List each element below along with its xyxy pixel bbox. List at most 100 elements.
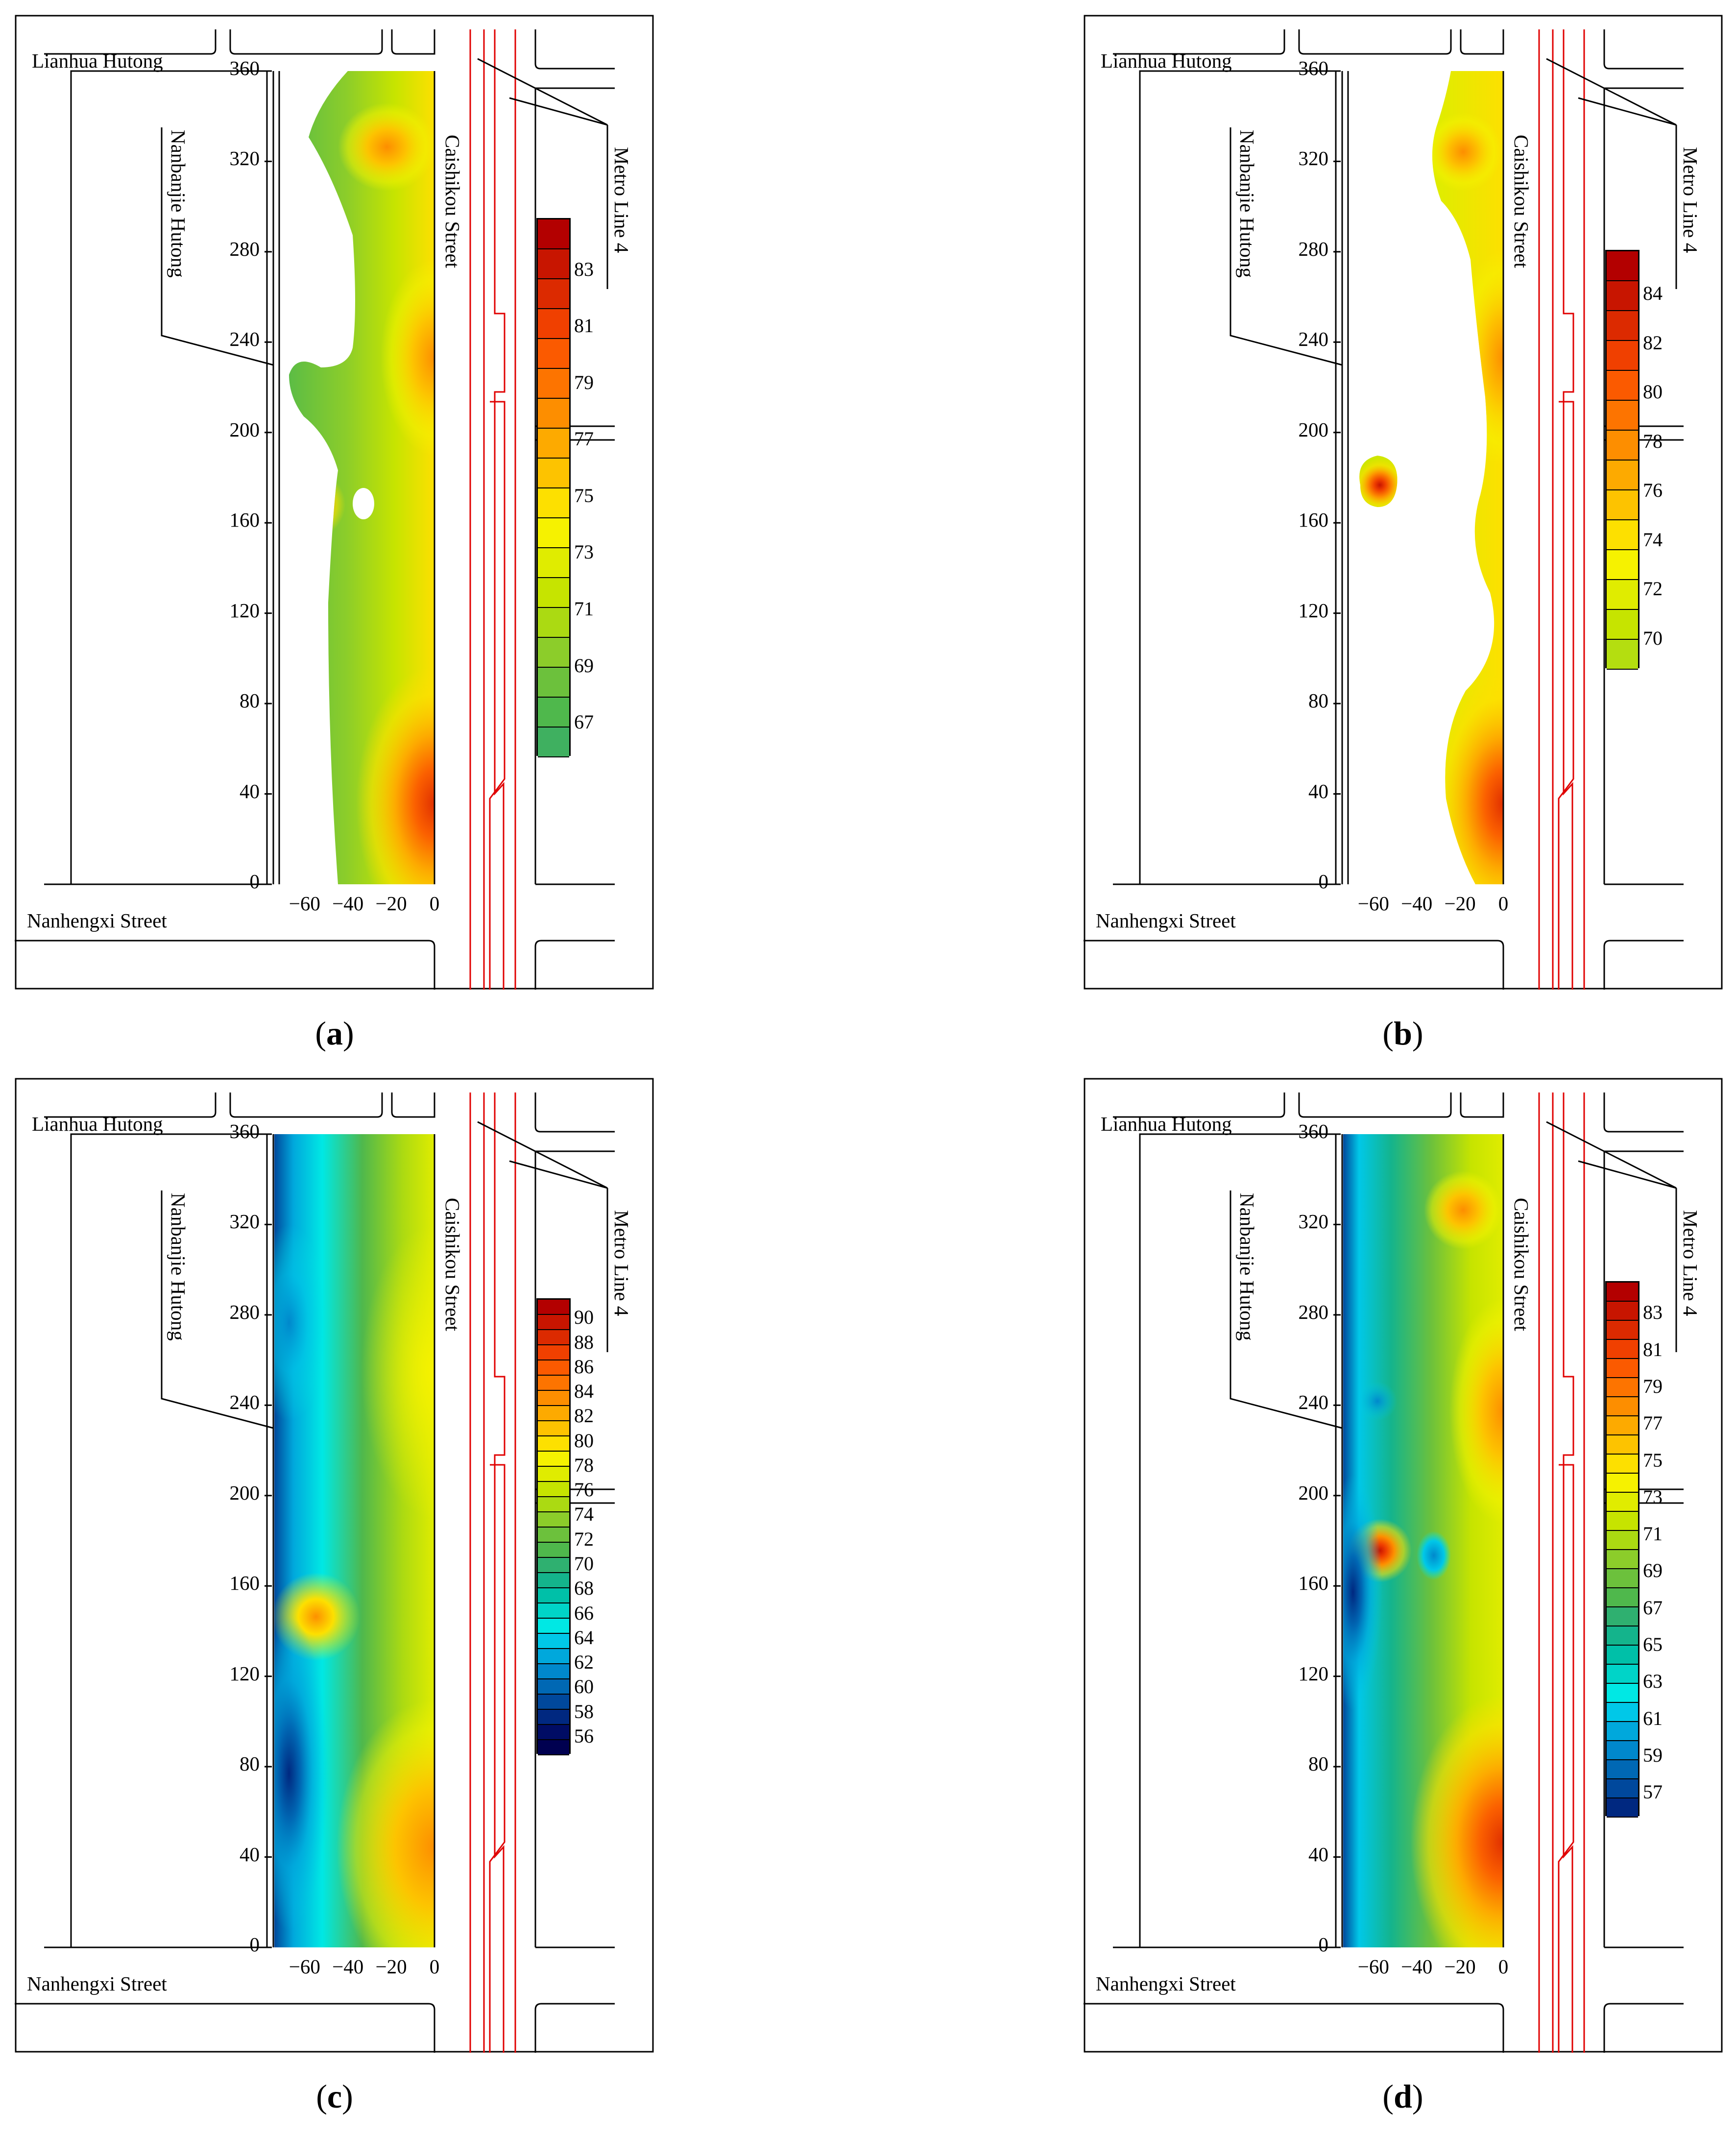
y-tick-label: 280 (1298, 237, 1329, 260)
map-panel-d: Lianhua Hutong Nanhengxi Street Nanbanjie … (1084, 1078, 1723, 2053)
legend-label: 78 (1643, 430, 1663, 452)
legend-label: 80 (1643, 381, 1663, 403)
west-street-label: Nanbanjie Hutong (167, 130, 190, 278)
x-tick-label: −20 (375, 892, 407, 915)
legend-swatch (538, 638, 569, 668)
legend-swatch (1607, 1760, 1638, 1779)
legend-swatch (1607, 1512, 1638, 1531)
y-tick-label: 120 (1298, 1662, 1329, 1685)
panel-frame (15, 1078, 654, 2053)
legend-swatch (538, 608, 569, 638)
map-svg (15, 15, 654, 990)
hot-zone (1410, 1695, 1503, 1947)
legend-swatch (538, 1467, 569, 1482)
y-tick-label: 200 (1298, 418, 1329, 441)
legend-label: 74 (574, 1503, 594, 1526)
legend-swatch (538, 369, 569, 399)
north-street-label: Lianhua Hutong (1101, 49, 1232, 72)
y-tick-label: 40 (240, 779, 260, 802)
legend-label: 74 (1643, 528, 1663, 551)
y-tick-label: 160 (229, 509, 260, 532)
legend-swatch (538, 1619, 569, 1634)
y-tick-label: 0 (249, 1933, 260, 1956)
legend-swatch (538, 309, 569, 339)
legend-swatch (1607, 1455, 1638, 1474)
x-tick-label: 0 (429, 1955, 440, 1978)
x-tick-label: 0 (1498, 892, 1509, 915)
warm-zone (337, 1700, 434, 1947)
legend-swatch (538, 1482, 569, 1497)
legend-label: 79 (574, 371, 594, 393)
x-tick-label: −40 (1401, 892, 1433, 915)
contour-field (1359, 71, 1503, 884)
y-tick-label: 280 (229, 237, 260, 260)
west-street-label: Nanbanjie Hutong (167, 1193, 190, 1341)
legend-swatch (1607, 1397, 1638, 1416)
road-lines (1538, 1092, 1585, 2053)
warm-zone (361, 1225, 434, 1519)
legend-swatch (1607, 1779, 1638, 1798)
legend-swatch (1607, 1321, 1638, 1340)
legend-label: 56 (574, 1724, 594, 1747)
legend-label: 78 (574, 1454, 594, 1476)
legend-label: 81 (1643, 1338, 1663, 1360)
legend-label: 69 (574, 654, 594, 677)
legend-label: 86 (574, 1355, 594, 1378)
legend-swatch (538, 1634, 569, 1649)
west-street-label: Nanbanjie Hutong (1236, 1193, 1258, 1341)
legend-swatch (1607, 1569, 1638, 1588)
legend-swatch (538, 1376, 569, 1391)
map-svg (1084, 15, 1723, 990)
legend-swatch (538, 1603, 569, 1619)
road-lines (1538, 29, 1585, 990)
legend-swatch (538, 1406, 569, 1421)
legend-label: 70 (1643, 627, 1663, 649)
y-tick-label: 360 (229, 57, 260, 79)
legend-swatch (1607, 1588, 1638, 1607)
legend-swatch (1607, 1340, 1638, 1359)
legend-label: 57 (1643, 1781, 1663, 1803)
y-tick-label: 0 (1318, 870, 1329, 893)
legend-swatch (538, 728, 569, 757)
legend-swatch (538, 1391, 569, 1406)
contour-field (1343, 1134, 1503, 1947)
east-street-label: Caishikou Street (441, 135, 464, 268)
legend-label: 84 (1643, 282, 1663, 305)
y-tick-label: 120 (229, 1662, 260, 1685)
legend-colorbar (1605, 250, 1640, 670)
legend-swatch (538, 488, 569, 518)
y-tick-label: 360 (229, 1120, 260, 1142)
legend-swatch (538, 698, 569, 728)
y-tick-label: 360 (1298, 57, 1329, 79)
leader-lines (161, 58, 608, 366)
caption-c: (c) (316, 2078, 353, 2115)
contour-field (274, 1134, 434, 1947)
legend-swatch (538, 518, 569, 548)
legend-label: 73 (574, 541, 594, 563)
legend-swatch (538, 1725, 569, 1740)
x-tick-label: −40 (332, 1955, 364, 1978)
panel-frame (15, 15, 654, 990)
legend-label: 60 (574, 1675, 594, 1698)
metro-label: Metro Line 4 (610, 1210, 633, 1316)
legend-swatch (1607, 640, 1638, 670)
y-tick-label: 40 (1308, 779, 1328, 802)
road-lines (469, 1092, 516, 2053)
legend-swatch (1607, 1798, 1638, 1818)
legend-label: 66 (574, 1602, 594, 1624)
legend-label: 63 (1643, 1670, 1663, 1693)
east-street-label: Caishikou Street (1510, 135, 1533, 268)
y-tick-label: 240 (1298, 1391, 1329, 1414)
legend-swatch (538, 1452, 569, 1467)
legend-label: 72 (1643, 578, 1663, 600)
no-data-hole (353, 488, 374, 519)
legend-swatch (1607, 281, 1638, 311)
legend-swatch (1607, 1703, 1638, 1722)
x-tick-label: −60 (289, 892, 320, 915)
cold-zone (274, 1617, 328, 1930)
north-street-label: Lianhua Hutong (32, 49, 163, 72)
map-svg (1084, 1078, 1723, 2053)
leader-lines (1230, 1121, 1677, 1429)
cold-spot (1417, 1531, 1451, 1580)
y-tick-label: 240 (1298, 328, 1329, 351)
